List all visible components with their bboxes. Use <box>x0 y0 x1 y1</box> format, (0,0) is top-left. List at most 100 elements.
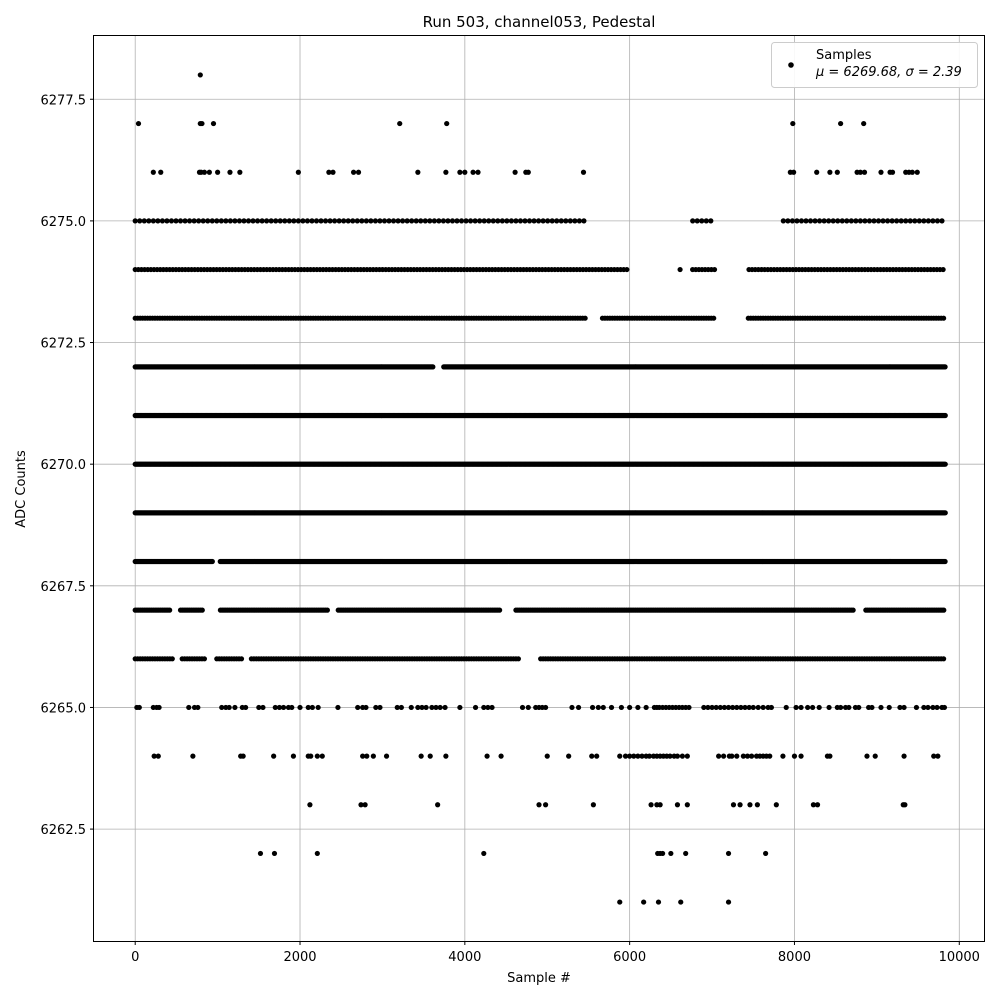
data-point <box>427 218 433 224</box>
data-point <box>458 218 465 224</box>
data-point <box>942 510 948 516</box>
data-point <box>816 218 823 224</box>
data-point <box>884 218 891 224</box>
data-point <box>889 218 895 224</box>
data-point <box>462 169 468 175</box>
data-point <box>390 218 397 224</box>
data-point <box>313 218 320 224</box>
data-point <box>354 218 360 224</box>
data-point <box>254 218 261 224</box>
data-point <box>495 218 501 224</box>
data-point <box>463 218 469 224</box>
data-point <box>201 169 208 175</box>
data-point <box>826 218 832 224</box>
data-point <box>934 218 941 224</box>
data-point <box>159 218 165 224</box>
data-point <box>861 169 868 175</box>
data-point <box>218 218 224 224</box>
data-point <box>576 218 582 224</box>
data-point <box>930 218 936 224</box>
data-point <box>699 218 705 224</box>
data-point <box>941 315 947 321</box>
data-point <box>395 218 401 224</box>
data-point <box>304 218 311 224</box>
data-point <box>517 218 524 224</box>
data-point <box>295 169 301 175</box>
data-point <box>677 266 683 273</box>
data-point <box>909 169 915 175</box>
data-point <box>925 218 931 224</box>
data-point <box>791 169 797 175</box>
data-point <box>839 218 845 224</box>
data-point <box>508 218 514 224</box>
data-point <box>318 218 324 224</box>
data-point <box>237 169 243 175</box>
data-point <box>830 218 836 224</box>
data-point <box>475 169 481 175</box>
data-point <box>132 218 138 224</box>
data-point <box>182 218 188 224</box>
data-point <box>549 218 555 224</box>
data-point <box>921 218 927 224</box>
data-point <box>209 218 215 224</box>
data-point <box>457 169 463 175</box>
data-point <box>150 218 156 224</box>
data-point <box>158 169 164 175</box>
data-point <box>513 218 519 224</box>
data-point <box>866 218 873 224</box>
data-point <box>286 218 292 224</box>
data-point <box>522 218 528 224</box>
data-point <box>210 120 217 127</box>
data-point <box>790 120 796 127</box>
data-point <box>241 218 247 224</box>
data-point <box>300 218 306 224</box>
data-point <box>535 218 542 224</box>
data-point <box>580 169 587 175</box>
data-point <box>197 72 203 78</box>
data-point <box>445 218 451 224</box>
data-point <box>526 218 533 224</box>
data-point <box>309 218 315 224</box>
data-point <box>470 169 476 175</box>
data-points <box>132 72 948 905</box>
data-point <box>436 218 442 224</box>
data-point <box>827 169 833 175</box>
data-point <box>545 218 551 224</box>
chart-title: Run 503, channel053, Pedestal <box>423 13 656 31</box>
data-point <box>708 218 714 224</box>
data-point <box>916 218 922 224</box>
data-point <box>907 218 913 224</box>
data-point <box>499 218 505 224</box>
data-point <box>440 218 447 224</box>
data-point <box>894 218 900 224</box>
data-point <box>798 218 805 224</box>
data-point <box>558 218 564 224</box>
data-point <box>227 169 233 175</box>
data-point <box>875 218 882 224</box>
data-point <box>223 218 229 224</box>
data-point <box>400 218 406 224</box>
data-point <box>857 169 863 175</box>
data-point <box>350 218 356 224</box>
data-point <box>368 218 374 224</box>
data-point <box>341 218 347 224</box>
data-point <box>857 218 863 224</box>
data-point <box>232 218 238 224</box>
data-point <box>273 218 279 224</box>
data-point <box>214 218 220 224</box>
data-point <box>878 169 884 175</box>
data-point <box>898 218 904 224</box>
data-point <box>200 218 206 224</box>
data-point <box>504 218 510 224</box>
data-point <box>164 218 170 224</box>
data-point <box>794 218 800 224</box>
data-point <box>554 218 560 224</box>
data-point <box>282 218 288 224</box>
data-point <box>404 218 410 224</box>
data-point <box>780 218 786 224</box>
data-point <box>363 218 369 224</box>
data-point <box>206 169 212 175</box>
data-point <box>814 169 820 175</box>
data-point <box>812 218 818 224</box>
